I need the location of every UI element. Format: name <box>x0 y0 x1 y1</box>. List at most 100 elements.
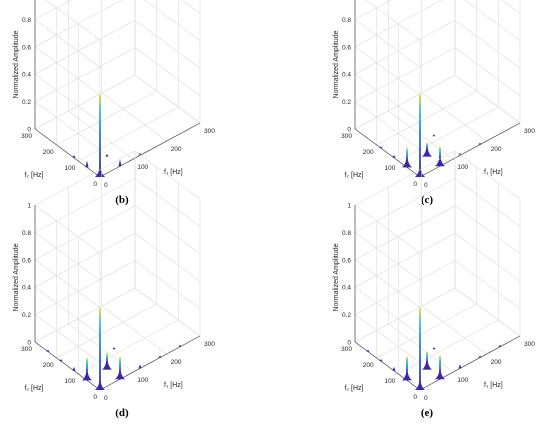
f2-tick-label: 0 <box>413 181 417 188</box>
wall-gridline <box>34 150 136 206</box>
z-axis-label: Normalized Amplitude <box>333 243 340 311</box>
wall-gridline <box>354 46 421 96</box>
wall-gridline <box>454 260 521 309</box>
peak-marker <box>158 355 162 358</box>
f1-axis-label: f₁ [Hz] <box>164 169 183 176</box>
peak-base <box>435 367 445 380</box>
z-axis-label: Normalized Amplitude <box>333 30 340 98</box>
z-tick-label: 0 <box>347 127 351 134</box>
wall-gridline <box>354 0 443 48</box>
wall-gridline <box>34 73 101 123</box>
wall-gridline <box>34 74 136 130</box>
f2-tick-label: 200 <box>363 149 374 156</box>
wall-gridline <box>454 19 521 69</box>
z-tick-label: 0 <box>27 340 31 347</box>
peak-marker <box>478 355 482 358</box>
f2-tick-label: 100 <box>64 165 75 172</box>
f1-tick-label: 100 <box>137 164 148 171</box>
wall-gridline <box>354 287 456 343</box>
wall-gridline <box>354 232 421 281</box>
z-tick-label: 0.2 <box>342 99 351 106</box>
peak-marker <box>85 160 89 168</box>
wall-gridline <box>134 19 201 69</box>
z-tick-label: 0.6 <box>22 44 31 51</box>
panel-caption: (c) <box>421 194 434 206</box>
z-tick-label: 0.2 <box>342 312 351 319</box>
wall-gridline <box>34 46 101 96</box>
peak-base <box>435 154 445 167</box>
peak-base <box>415 378 425 390</box>
wall-gridline <box>34 314 101 363</box>
wall-gridline <box>454 232 521 282</box>
z-tick-label: 0.6 <box>342 257 351 264</box>
wall-gridline <box>34 259 101 309</box>
z-tick-label: 0.6 <box>342 44 351 51</box>
wall-gridline <box>134 74 201 124</box>
peak-stem <box>99 94 101 177</box>
floor-gridline <box>78 106 179 162</box>
f1-tick-label: 100 <box>137 377 148 384</box>
z-tick-label: 1 <box>27 203 31 210</box>
wall-gridline <box>354 260 456 315</box>
f1-tick-label: 300 <box>524 341 535 348</box>
peak-marker <box>138 152 142 156</box>
peak-marker <box>178 344 182 347</box>
z-tick-label: 0.2 <box>22 99 31 106</box>
floor-gridline <box>101 305 167 355</box>
f1-axis-line <box>99 335 201 391</box>
wall-gridline <box>365 0 421 41</box>
peak-marker <box>432 347 436 350</box>
peak-marker <box>458 364 462 369</box>
wall-gridline <box>34 204 101 254</box>
peak-base <box>422 357 432 370</box>
wall-gridline <box>454 74 521 124</box>
wall-gridline <box>354 314 421 363</box>
panel-caption: (d) <box>115 407 129 419</box>
wall-gridline <box>354 73 421 123</box>
f1-tick-label: 0 <box>104 182 108 189</box>
peak-base <box>115 367 125 380</box>
peak-base <box>102 357 112 370</box>
wall-gridline <box>134 47 201 96</box>
wall-gridline <box>34 19 101 68</box>
floor-gridline <box>56 90 157 146</box>
panel-caption: (b) <box>115 194 129 206</box>
z-tick-label: 0.4 <box>22 285 31 292</box>
peak-marker <box>118 159 122 167</box>
peak-base <box>402 155 412 168</box>
peak-marker <box>112 347 116 350</box>
wall-gridline <box>354 19 421 68</box>
wall-gridline <box>354 19 456 75</box>
f1-tick-label: 300 <box>204 341 215 348</box>
f1-axis-label: f₁ [Hz] <box>164 382 183 389</box>
z-tick-label: 0.8 <box>22 17 31 24</box>
wall-gridline <box>454 287 521 337</box>
f2-axis-label: f₂ [Hz] <box>344 172 363 179</box>
f1-tick-label: 300 <box>524 128 535 135</box>
floor-gridline <box>78 319 179 375</box>
f1-tick-label: 200 <box>491 359 502 366</box>
wall-gridline <box>34 205 136 261</box>
wall-gridline <box>34 178 136 233</box>
wall-gridline <box>34 232 101 281</box>
f2-tick-label: 200 <box>43 362 54 369</box>
wall-gridline <box>34 47 136 102</box>
peak-marker <box>432 134 436 137</box>
z-tick-label: 0 <box>27 127 31 134</box>
peak-marker <box>72 155 76 158</box>
peak-marker <box>392 366 396 371</box>
f2-axis-label: f₂ [Hz] <box>24 172 43 179</box>
wall-gridline <box>354 286 421 336</box>
peak-marker <box>138 364 142 369</box>
wall-gridline <box>34 232 136 288</box>
wall-gridline <box>354 178 456 233</box>
f1-tick-label: 0 <box>424 395 428 402</box>
f2-tick-label: 0 <box>413 394 417 401</box>
f1-axis-label: f₁ [Hz] <box>484 169 503 176</box>
peak-marker <box>392 155 396 158</box>
wall-gridline <box>34 286 101 336</box>
wall-gridline <box>454 205 521 255</box>
f2-tick-label: 0 <box>93 394 97 401</box>
